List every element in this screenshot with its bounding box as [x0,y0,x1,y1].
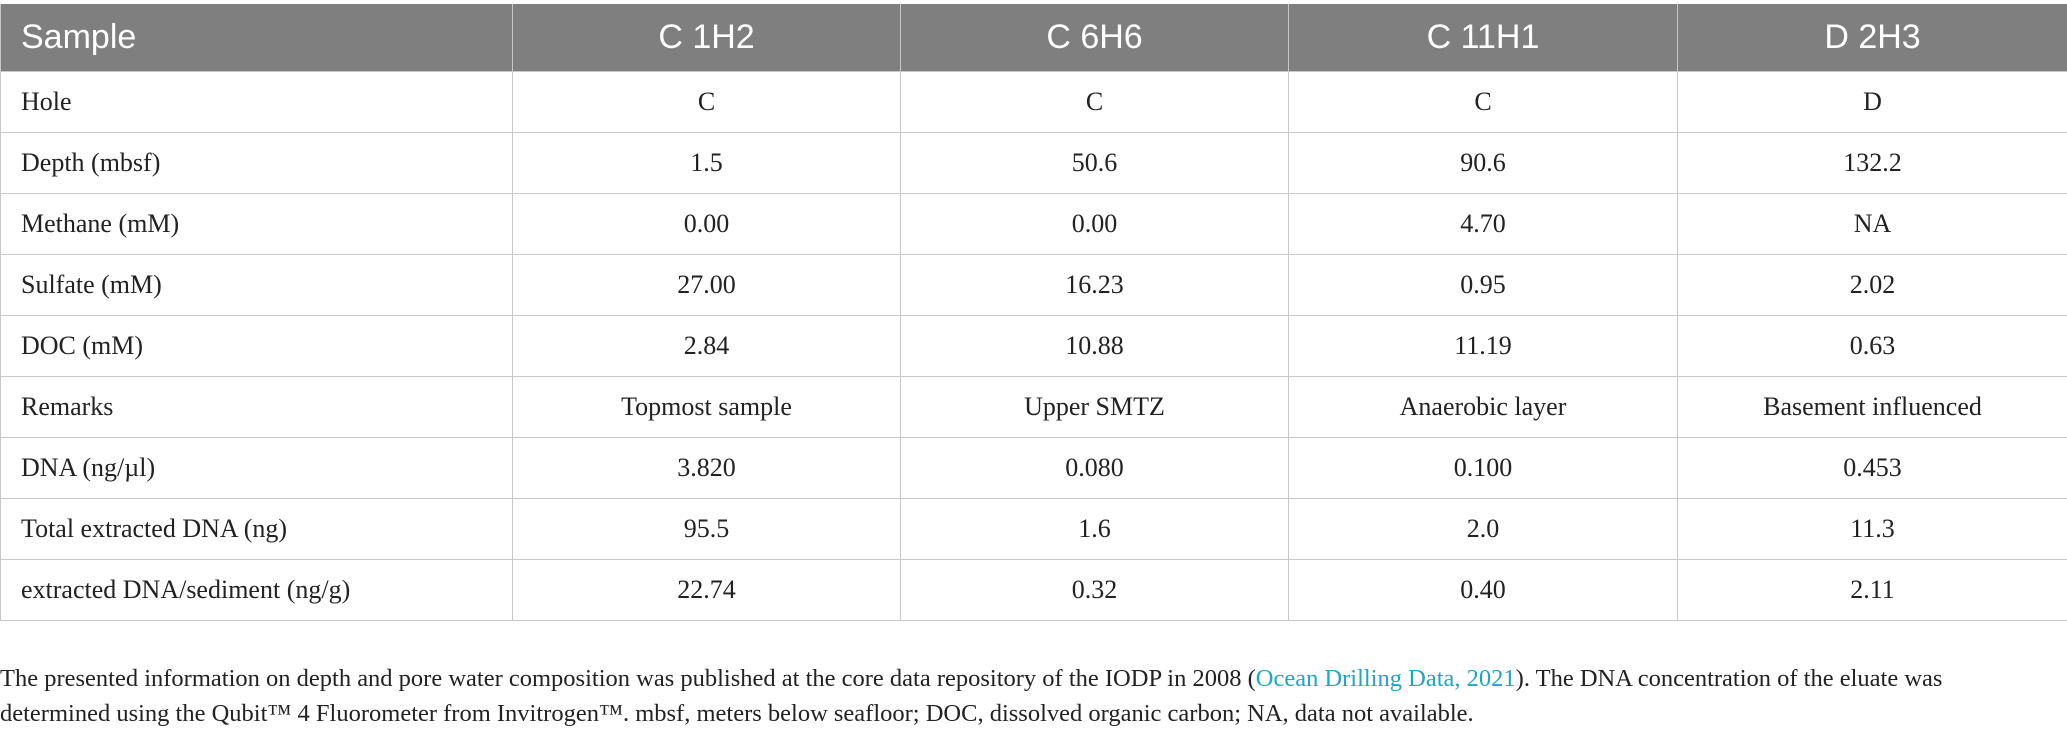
header-cell-c6h6: C 6H6 [901,4,1289,72]
table-cell: 2.0 [1289,499,1678,560]
table-cell: 2.11 [1678,560,2067,621]
table-row: Sulfate (mM) 27.00 16.23 0.95 2.02 [1,255,2067,316]
table-cell: D [1678,72,2067,133]
table-row: Remarks Topmost sample Upper SMTZ Anaero… [1,377,2067,438]
footnote-text-start: The presented information on depth and p… [0,665,1256,692]
table-row: DOC (mM) 2.84 10.88 11.19 0.63 [1,316,2067,377]
row-label: Methane (mM) [1,194,513,255]
row-label: DNA (ng/µl) [1,438,513,499]
header-cell-c1h2: C 1H2 [513,4,901,72]
table-cell: 0.00 [513,194,901,255]
table-cell: NA [1678,194,2067,255]
table-cell: 0.453 [1678,438,2067,499]
table-cell: Anaerobic layer [1289,377,1678,438]
row-label: Total extracted DNA (ng) [1,499,513,560]
table-cell: Basement influenced [1678,377,2067,438]
table-cell: 16.23 [901,255,1289,316]
data-table: Sample C 1H2 C 6H6 C 11H1 D 2H3 Hole C C… [0,4,2067,621]
table-row: Total extracted DNA (ng) 95.5 1.6 2.0 11… [1,499,2067,560]
table-cell: 90.6 [1289,133,1678,194]
table-row: DNA (ng/µl) 3.820 0.080 0.100 0.453 [1,438,2067,499]
table-cell: 0.95 [1289,255,1678,316]
row-label: Depth (mbsf) [1,133,513,194]
table-cell: Upper SMTZ [901,377,1289,438]
row-label: extracted DNA/sediment (ng/g) [1,560,513,621]
data-table-container: Sample C 1H2 C 6H6 C 11H1 D 2H3 Hole C C… [0,4,2067,621]
table-cell: 0.00 [901,194,1289,255]
table-cell: 2.84 [513,316,901,377]
table-cell: 1.5 [513,133,901,194]
citation-link[interactable]: Ocean Drilling Data, 2021 [1256,665,1516,692]
table-cell: 3.820 [513,438,901,499]
table-cell: 11.19 [1289,316,1678,377]
header-cell-sample: Sample [1,4,513,72]
row-label: Hole [1,72,513,133]
table-cell: C [513,72,901,133]
table-footnote: The presented information on depth and p… [0,661,2040,731]
table-cell: 0.40 [1289,560,1678,621]
table-row: Methane (mM) 0.00 0.00 4.70 NA [1,194,2067,255]
row-label: Remarks [1,377,513,438]
row-label: Sulfate (mM) [1,255,513,316]
table-cell: 0.63 [1678,316,2067,377]
table-cell: 11.3 [1678,499,2067,560]
table-cell: C [1289,72,1678,133]
table-cell: 0.100 [1289,438,1678,499]
table-cell: 10.88 [901,316,1289,377]
table-cell: 0.32 [901,560,1289,621]
table-cell: 1.6 [901,499,1289,560]
header-cell-d2h3: D 2H3 [1678,4,2067,72]
table-cell: 50.6 [901,133,1289,194]
table-cell: C [901,72,1289,133]
table-cell: Topmost sample [513,377,901,438]
table-row: Depth (mbsf) 1.5 50.6 90.6 132.2 [1,133,2067,194]
header-cell-c11h1: C 11H1 [1289,4,1678,72]
row-label: DOC (mM) [1,316,513,377]
table-cell: 0.080 [901,438,1289,499]
table-cell: 27.00 [513,255,901,316]
table-row: Hole C C C D [1,72,2067,133]
table-header-row: Sample C 1H2 C 6H6 C 11H1 D 2H3 [1,4,2067,72]
table-cell: 95.5 [513,499,901,560]
table-cell: 2.02 [1678,255,2067,316]
table-cell: 132.2 [1678,133,2067,194]
table-cell: 22.74 [513,560,901,621]
table-cell: 4.70 [1289,194,1678,255]
table-row: extracted DNA/sediment (ng/g) 22.74 0.32… [1,560,2067,621]
